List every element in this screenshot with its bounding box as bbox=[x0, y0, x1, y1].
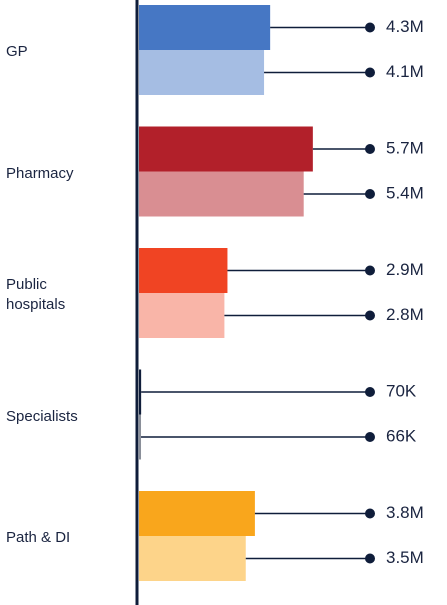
bar bbox=[139, 5, 271, 50]
value-label: 2.9M bbox=[386, 260, 424, 279]
bar bbox=[139, 50, 265, 95]
leader-dot bbox=[365, 553, 375, 564]
leader-dot bbox=[365, 144, 375, 154]
bar bbox=[139, 171, 304, 217]
bar bbox=[139, 293, 225, 338]
value-label: 66K bbox=[386, 426, 417, 445]
value-label: 3.5M bbox=[386, 548, 424, 567]
leader-dot bbox=[365, 310, 375, 321]
bar bbox=[139, 126, 313, 172]
leader-dot bbox=[365, 387, 375, 397]
category-label: Public hospitals bbox=[6, 276, 66, 313]
leader-dot bbox=[365, 432, 375, 442]
value-label: 3.8M bbox=[386, 503, 424, 522]
leader-dot bbox=[365, 189, 375, 199]
category-label: Specialists bbox=[6, 407, 78, 425]
leader-dot bbox=[365, 22, 375, 33]
bar bbox=[139, 536, 246, 581]
leader-dot bbox=[365, 265, 375, 276]
leader-dot bbox=[365, 67, 375, 78]
value-label: 5.4M bbox=[386, 183, 424, 202]
category-label: GP bbox=[6, 43, 28, 60]
bar bbox=[139, 369, 142, 415]
value-label: 4.1M bbox=[386, 62, 424, 81]
value-label: 5.7M bbox=[386, 138, 424, 157]
value-label: 4.3M bbox=[386, 17, 424, 36]
category-label: Path & DI bbox=[6, 529, 71, 546]
value-label: 2.8M bbox=[386, 305, 424, 324]
bar bbox=[139, 414, 142, 460]
category-label: Pharmacy bbox=[6, 164, 74, 182]
bar bbox=[139, 248, 228, 293]
value-label: 70K bbox=[386, 381, 417, 400]
bar bbox=[139, 491, 255, 536]
leader-dot bbox=[365, 508, 375, 519]
